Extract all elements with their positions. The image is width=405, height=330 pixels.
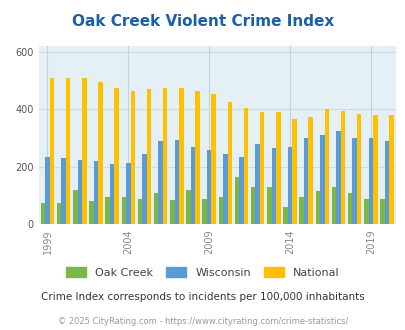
- Bar: [292, 119, 296, 224]
- Bar: [186, 190, 190, 224]
- Bar: [49, 78, 54, 224]
- Bar: [146, 89, 151, 224]
- Text: © 2025 CityRating.com - https://www.cityrating.com/crime-statistics/: © 2025 CityRating.com - https://www.city…: [58, 317, 347, 326]
- Bar: [315, 191, 319, 224]
- Bar: [121, 197, 126, 224]
- Bar: [130, 91, 135, 224]
- Bar: [234, 177, 239, 224]
- Bar: [89, 201, 94, 224]
- Bar: [195, 91, 199, 224]
- Bar: [340, 111, 344, 224]
- Bar: [298, 197, 303, 224]
- Bar: [368, 138, 372, 224]
- Bar: [61, 158, 66, 224]
- Bar: [324, 110, 328, 224]
- Bar: [158, 141, 162, 224]
- Bar: [372, 115, 377, 224]
- Bar: [255, 144, 259, 224]
- Bar: [347, 193, 352, 224]
- Bar: [218, 197, 222, 224]
- Bar: [98, 82, 102, 224]
- Bar: [243, 108, 247, 224]
- Bar: [57, 203, 61, 224]
- Bar: [110, 164, 114, 224]
- Bar: [303, 138, 308, 224]
- Bar: [384, 141, 388, 224]
- Bar: [239, 157, 243, 224]
- Bar: [266, 187, 271, 224]
- Bar: [105, 197, 110, 224]
- Bar: [227, 102, 232, 224]
- Bar: [271, 148, 275, 224]
- Bar: [82, 78, 86, 224]
- Bar: [40, 203, 45, 224]
- Bar: [352, 138, 356, 224]
- Bar: [114, 88, 119, 224]
- Bar: [379, 199, 384, 224]
- Bar: [319, 135, 324, 224]
- Bar: [66, 78, 70, 224]
- Bar: [137, 199, 142, 224]
- Bar: [207, 150, 211, 224]
- Bar: [73, 190, 77, 224]
- Bar: [162, 88, 167, 224]
- Bar: [335, 131, 340, 224]
- Bar: [94, 161, 98, 224]
- Bar: [126, 163, 130, 224]
- Bar: [222, 154, 227, 224]
- Bar: [174, 140, 179, 224]
- Text: Oak Creek Violent Crime Index: Oak Creek Violent Crime Index: [72, 14, 333, 29]
- Bar: [190, 147, 195, 224]
- Bar: [275, 112, 280, 224]
- Bar: [45, 157, 49, 224]
- Bar: [356, 114, 360, 224]
- Bar: [179, 88, 183, 224]
- Text: Crime Index corresponds to incidents per 100,000 inhabitants: Crime Index corresponds to incidents per…: [41, 292, 364, 302]
- Legend: Oak Creek, Wisconsin, National: Oak Creek, Wisconsin, National: [62, 263, 343, 282]
- Bar: [388, 115, 393, 224]
- Bar: [250, 187, 255, 224]
- Bar: [259, 112, 264, 224]
- Bar: [153, 193, 158, 224]
- Bar: [287, 147, 292, 224]
- Bar: [142, 154, 146, 224]
- Bar: [308, 116, 312, 224]
- Bar: [211, 94, 215, 224]
- Bar: [202, 199, 207, 224]
- Bar: [363, 199, 368, 224]
- Bar: [77, 160, 82, 224]
- Bar: [331, 187, 335, 224]
- Bar: [282, 207, 287, 224]
- Bar: [170, 200, 174, 224]
